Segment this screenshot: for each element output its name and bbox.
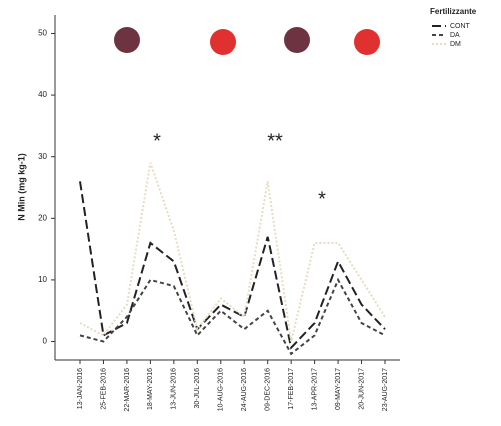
x-tick-label: 22-MAR-2016 <box>124 368 131 412</box>
legend-label: DM <box>450 41 461 48</box>
significance-marker: ** <box>267 130 283 152</box>
significance-marker: * <box>318 188 326 210</box>
x-tick-label: 18-MAY-2016 <box>147 368 154 410</box>
y-tick-label: 0 <box>43 337 48 346</box>
y-tick-label: 50 <box>38 29 47 38</box>
significance-marker: * <box>153 130 161 152</box>
x-tick-label: 30-JUL-2016 <box>194 368 201 409</box>
series-line <box>79 162 386 342</box>
x-tick-label: 17-FEB-2017 <box>288 368 295 410</box>
legend-label: DA <box>450 32 460 39</box>
x-tick-label: 25-FEB-2016 <box>100 368 107 410</box>
series-line <box>79 277 386 356</box>
icon <box>354 29 380 55</box>
y-tick-label: 10 <box>38 275 47 284</box>
x-tick-label: 09-DEC-2016 <box>265 368 272 411</box>
x-tick-label: 23-AUG-2017 <box>382 368 389 411</box>
y-axis-label: N Min (mg kg-1) <box>16 153 26 221</box>
y-tick-label: 30 <box>38 152 47 161</box>
icon <box>114 27 140 53</box>
icon <box>210 29 236 55</box>
series-line <box>79 181 386 350</box>
x-tick-label: 13-JAN-2016 <box>77 368 84 409</box>
x-tick-label: 24-AUG-2016 <box>241 368 248 411</box>
x-tick-label: 10-AUG-2016 <box>218 368 225 411</box>
tomato-icons <box>114 27 380 55</box>
x-tick-label: 09-MAY-2017 <box>335 368 342 410</box>
x-tick-label: 13-JUN-2016 <box>171 368 178 410</box>
x-tick-label: 20-JUN-2017 <box>358 368 365 410</box>
y-tick-label: 40 <box>38 90 47 99</box>
x-tick-label: 13-APR-2017 <box>311 368 318 411</box>
legend-title: Fertilizzante <box>430 7 477 16</box>
icon <box>284 27 310 53</box>
y-tick-label: 20 <box>38 213 47 222</box>
legend-label: CONT <box>450 23 471 30</box>
